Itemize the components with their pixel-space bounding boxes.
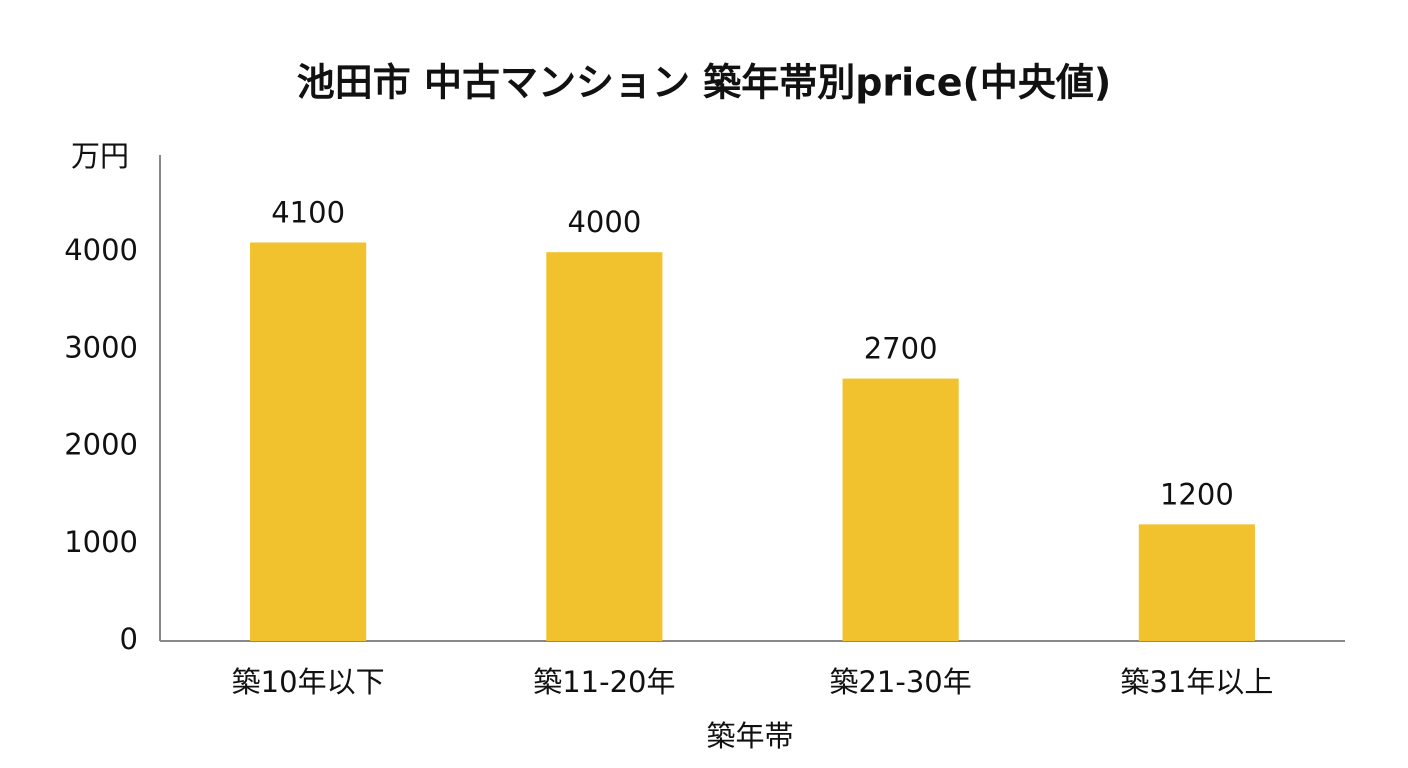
- x-tick-label: 築11-20年: [533, 665, 675, 699]
- value-label: 1200: [1160, 477, 1234, 511]
- value-label: 4100: [271, 195, 345, 229]
- x-axis-label: 築年帯: [706, 719, 793, 753]
- x-tick-label: 築31年以上: [1120, 665, 1273, 699]
- bar: [1138, 524, 1255, 641]
- y-tick-label: 2000: [64, 428, 138, 462]
- value-label: 2700: [864, 332, 938, 366]
- x-tick-label: 築21-30年: [829, 665, 971, 699]
- bar: [250, 242, 367, 642]
- y-tick-label: 0: [120, 622, 138, 656]
- chart-title: 池田市 中古マンション 築年帯別price(中央値): [297, 61, 1111, 105]
- x-tick-label: 築10年以下: [232, 665, 385, 699]
- value-label: 4000: [567, 205, 641, 239]
- bar: [546, 252, 663, 641]
- y-tick-label: 4000: [64, 233, 138, 267]
- y-tick-label: 1000: [64, 525, 138, 559]
- y-axis-label: 万円: [71, 139, 129, 173]
- y-tick-label: 3000: [64, 330, 138, 364]
- bar: [842, 378, 959, 641]
